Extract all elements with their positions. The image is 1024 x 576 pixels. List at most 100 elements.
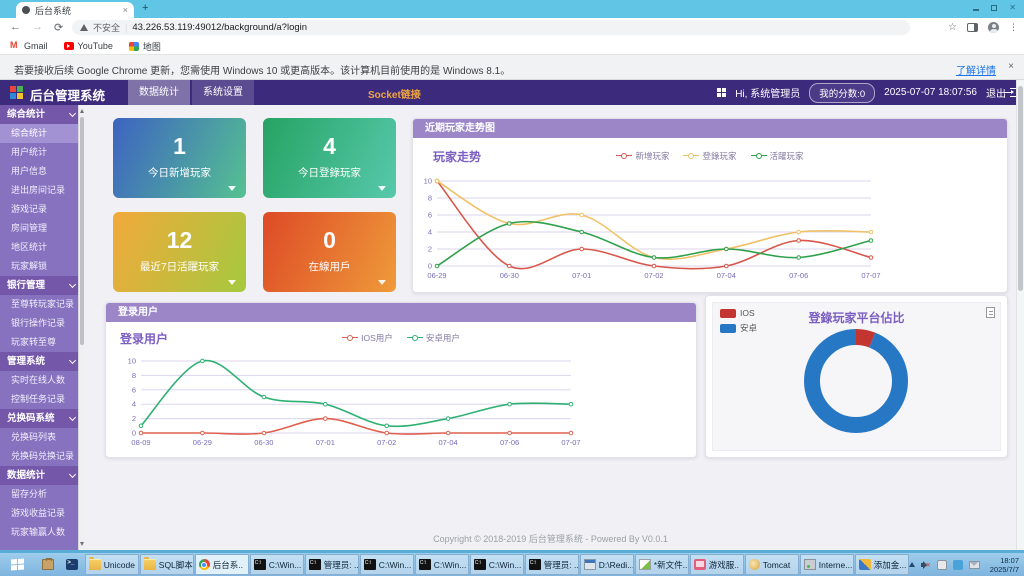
sidebar-item[interactable]: 综合统计 bbox=[0, 124, 85, 143]
taskbar-app-button[interactable]: 后台系.. bbox=[194, 554, 249, 575]
caret-down-icon[interactable] bbox=[228, 186, 236, 191]
menu-dots-icon[interactable]: ⋮ bbox=[1009, 22, 1018, 32]
legend-item[interactable]: IOS用户 bbox=[342, 332, 393, 344]
taskbar-app-button[interactable]: 管理员: .. bbox=[304, 554, 359, 575]
sidebar-item[interactable]: 玩家输赢人数 bbox=[11, 527, 66, 537]
pie-legend-item[interactable]: 安卓 bbox=[720, 322, 757, 334]
taskbar-app-button[interactable]: C:\Win... bbox=[414, 554, 469, 575]
browser-tab[interactable]: 后台系统 × bbox=[16, 2, 134, 18]
header-nav-system-settings[interactable]: 系统设置 bbox=[192, 80, 254, 105]
infobar-close-icon[interactable]: × bbox=[1008, 61, 1014, 72]
sidebar-item[interactable]: 用户统计 bbox=[11, 147, 48, 157]
taskbar-app-button[interactable]: SQL脚本 bbox=[139, 554, 194, 575]
taskbar-app-button[interactable]: C:\Win... bbox=[469, 554, 524, 575]
url-bar[interactable]: 不安全 | 43.226.53.119:49012/background/a?l… bbox=[72, 20, 910, 35]
new-tab-button[interactable]: + bbox=[142, 2, 149, 14]
not-secure-label[interactable]: 不安全 bbox=[93, 23, 121, 33]
sidebar-item[interactable]: 游戏收益记录 bbox=[11, 508, 66, 518]
bookmark-item[interactable]: 地图 bbox=[128, 40, 161, 53]
sidebar-section[interactable]: 管理系统 bbox=[0, 352, 85, 371]
pie-legend-item[interactable]: IOS bbox=[720, 308, 757, 318]
sidebar-section[interactable]: 综合统计 bbox=[0, 105, 85, 124]
tray-expand-icon[interactable] bbox=[908, 562, 915, 567]
sidebar-item[interactable]: 兑换码兑换记录 bbox=[11, 451, 75, 461]
learn-more-link[interactable]: 了解详情 bbox=[956, 66, 996, 77]
login-users-chart[interactable]: 0 2 4 6 8 10 08-09 06-29 06-30 07-01 07-02 07-04 07-… bbox=[106, 351, 698, 455]
start-button[interactable] bbox=[0, 553, 36, 576]
taskbar-app-button[interactable]: 添加金... bbox=[854, 554, 909, 575]
bookmark-item[interactable]: Gmail bbox=[10, 40, 48, 52]
legend-item[interactable]: 安卓用户 bbox=[406, 332, 460, 344]
taskbar-app-button[interactable]: C:\Win... bbox=[359, 554, 414, 575]
tray-network-icon[interactable] bbox=[968, 560, 980, 569]
taskbar-app-button[interactable]: D:\Redi... bbox=[579, 554, 634, 575]
close-icon[interactable]: ✕ bbox=[1009, 3, 1016, 12]
svg-text:07-01: 07-01 bbox=[572, 271, 591, 280]
sidebar-item[interactable]: 银行操作记录 bbox=[11, 318, 66, 328]
taskbar-app-button[interactable]: 管理员: .. bbox=[524, 554, 579, 575]
sidebar-item[interactable]: 游戏记录 bbox=[11, 204, 48, 214]
legend-item[interactable]: 活躍玩家 bbox=[750, 150, 804, 162]
taskbar-app-button[interactable]: Interne... bbox=[799, 554, 854, 575]
score-badge[interactable]: 我的分数:0 bbox=[809, 82, 876, 103]
taskbar-app-button[interactable]: 游戏服.. bbox=[689, 554, 744, 575]
sidebar-item[interactable]: 至尊转玩家记录 bbox=[11, 299, 75, 309]
player-trend-chart[interactable]: 0 2 4 6 8 10 06-29 06-30 07-01 07-02 07-04 07-06 07-… bbox=[413, 166, 1009, 292]
data-view-icon[interactable] bbox=[986, 307, 995, 318]
legend-marker-icon bbox=[750, 152, 767, 160]
taskbar-app-button[interactable]: Tomcat bbox=[744, 554, 799, 575]
sidebar-section[interactable]: 兑换码系统 bbox=[0, 409, 85, 428]
taskbar-app-button[interactable]: *新文件... bbox=[634, 554, 689, 575]
page-scroll-thumb[interactable] bbox=[1018, 86, 1023, 291]
maximize-icon[interactable] bbox=[991, 5, 998, 11]
app-header: 后台管理系统 数据统计 系统设置 Socket链接 Hi, 系统管理员 我的分数:… bbox=[0, 80, 1024, 105]
caret-down-icon[interactable] bbox=[378, 186, 386, 191]
sidebar-item[interactable]: 用户信息 bbox=[11, 166, 48, 176]
legend-item[interactable]: 登錄玩家 bbox=[683, 150, 737, 162]
minimize-icon[interactable] bbox=[973, 9, 980, 11]
sidebar-item[interactable]: 控制任务记录 bbox=[11, 394, 66, 404]
back-icon[interactable]: ← bbox=[10, 21, 21, 33]
logout-button[interactable]: 退出 bbox=[986, 85, 1018, 100]
sidebar-item[interactable]: 兑换码列表 bbox=[11, 432, 57, 442]
sidebar-item[interactable]: 玩家解锁 bbox=[11, 261, 48, 271]
scroll-up-icon[interactable] bbox=[80, 109, 85, 113]
page-scrollbar[interactable] bbox=[1016, 80, 1024, 550]
apps-grid-icon[interactable] bbox=[717, 88, 727, 97]
side-panel-icon[interactable] bbox=[967, 23, 978, 32]
sidebar-item[interactable]: 房间管理 bbox=[11, 223, 48, 233]
taskbar-app-button[interactable]: Unicode bbox=[84, 554, 139, 575]
scroll-down-icon[interactable] bbox=[80, 542, 85, 546]
window-controls[interactable]: ✕ bbox=[973, 4, 1016, 12]
reload-icon[interactable]: ⟳ bbox=[54, 22, 64, 34]
legend-item[interactable]: 新增玩家 bbox=[616, 150, 669, 162]
server-manager-button[interactable] bbox=[36, 553, 60, 576]
url-text[interactable]: 43.226.53.119:49012/background/a?login bbox=[132, 22, 308, 33]
sidebar-scroll-thumb[interactable] bbox=[80, 117, 84, 345]
sidebar-item[interactable]: 地区统计 bbox=[11, 242, 48, 252]
bookmark-item[interactable]: YouTube bbox=[63, 41, 113, 51]
forward-icon[interactable]: → bbox=[32, 21, 43, 33]
header-nav-data-stats[interactable]: 数据统计 bbox=[128, 80, 190, 105]
sidebar-item[interactable]: 实时在线人数 bbox=[11, 375, 66, 385]
profile-avatar[interactable] bbox=[988, 22, 999, 33]
tray-app1-icon[interactable] bbox=[936, 559, 947, 570]
tab-close-icon[interactable]: × bbox=[122, 4, 128, 15]
sidebar-item[interactable]: 留存分析 bbox=[11, 489, 48, 499]
taskbar-app-button[interactable]: C:\Win... bbox=[249, 554, 304, 575]
sidebar-scrollbar[interactable] bbox=[78, 105, 85, 550]
socket-link[interactable]: Socket链接 bbox=[368, 90, 421, 101]
volume-muted-icon[interactable] bbox=[920, 560, 931, 570]
powershell-button[interactable] bbox=[60, 553, 84, 576]
tray-app2-icon[interactable] bbox=[952, 559, 963, 570]
sidebar-section[interactable]: 银行管理 bbox=[0, 276, 85, 295]
not-secure-icon bbox=[80, 24, 88, 31]
sidebar-section[interactable]: 数据统计 bbox=[0, 466, 85, 485]
platform-pie-chart[interactable] bbox=[706, 296, 1009, 459]
sidebar-item[interactable]: 玩家转至尊 bbox=[11, 337, 57, 347]
taskbar-clock[interactable]: 18:07 2025/7/7 bbox=[986, 556, 1019, 574]
caret-down-icon[interactable] bbox=[228, 280, 236, 285]
caret-down-icon[interactable] bbox=[378, 280, 386, 285]
sidebar-item[interactable]: 进出房间记录 bbox=[11, 185, 66, 195]
bookmark-star-icon[interactable]: ☆ bbox=[948, 22, 957, 33]
